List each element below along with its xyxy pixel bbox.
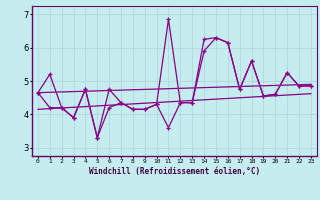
X-axis label: Windchill (Refroidissement éolien,°C): Windchill (Refroidissement éolien,°C)	[89, 167, 260, 176]
